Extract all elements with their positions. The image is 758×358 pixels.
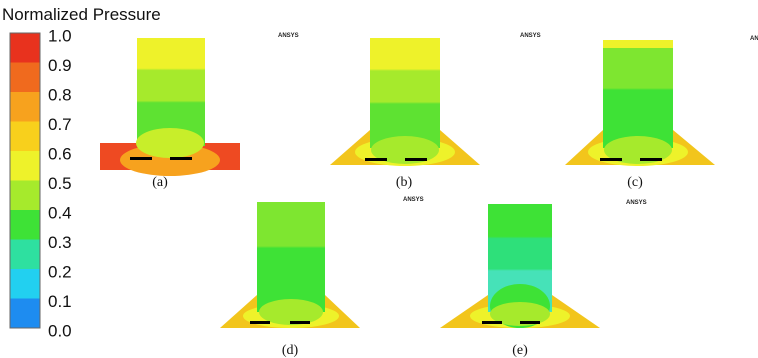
ansys-logo: ANSYS [403, 197, 424, 203]
colorbar-frame [9, 32, 41, 329]
panel-label: (c) [627, 175, 643, 190]
tick-label: 0.0 [48, 321, 72, 340]
color-band [10, 180, 40, 211]
panel-label: (a) [152, 175, 168, 190]
ansys-logo: ANSYS [626, 200, 647, 206]
tick-label: 0.1 [48, 292, 72, 311]
color-band [10, 239, 40, 270]
tick-label: 1.0 [48, 26, 72, 45]
contour-plot [565, 40, 715, 166]
legend-title: Normalized Pressure [2, 5, 161, 24]
tick-label: 0.5 [48, 174, 72, 193]
color-band [10, 33, 40, 63]
color-band [10, 298, 40, 329]
colorbar-ticks: 1.0 0.9 0.8 0.7 0.6 0.5 0.4 0.3 0.2 0.1 0.0 [48, 26, 72, 340]
ansys-logo: ANSYS [278, 33, 299, 39]
tick-label: 0.3 [48, 233, 72, 252]
panel-label: (e) [512, 343, 528, 358]
tick-label: 0.4 [48, 203, 72, 222]
contour-plot [100, 38, 240, 176]
color-band [10, 151, 40, 181]
color-band [10, 121, 40, 152]
contour-plot [440, 204, 600, 328]
contour-plot [330, 38, 480, 166]
panel-label: (d) [282, 343, 299, 358]
ansys-logo: ANSYS [520, 33, 541, 39]
color-band [10, 210, 40, 240]
panel-label: (b) [396, 175, 413, 190]
color-band [10, 92, 40, 122]
color-band [10, 269, 40, 299]
tick-label: 0.9 [48, 56, 72, 75]
color-band [10, 62, 40, 93]
tick-label: 0.6 [48, 144, 72, 163]
colorbar [9, 32, 41, 329]
contour-plot [220, 202, 360, 328]
panel-labels: (a) ANSYS (b) ANSYS (c) ANSYS (d) ANSYS (e) ANSYS [152, 33, 758, 358]
tick-label: 0.7 [48, 115, 72, 134]
ansys-logo: ANSYS [750, 36, 758, 42]
tick-label: 0.8 [48, 85, 72, 104]
tick-label: 0.2 [48, 262, 72, 281]
